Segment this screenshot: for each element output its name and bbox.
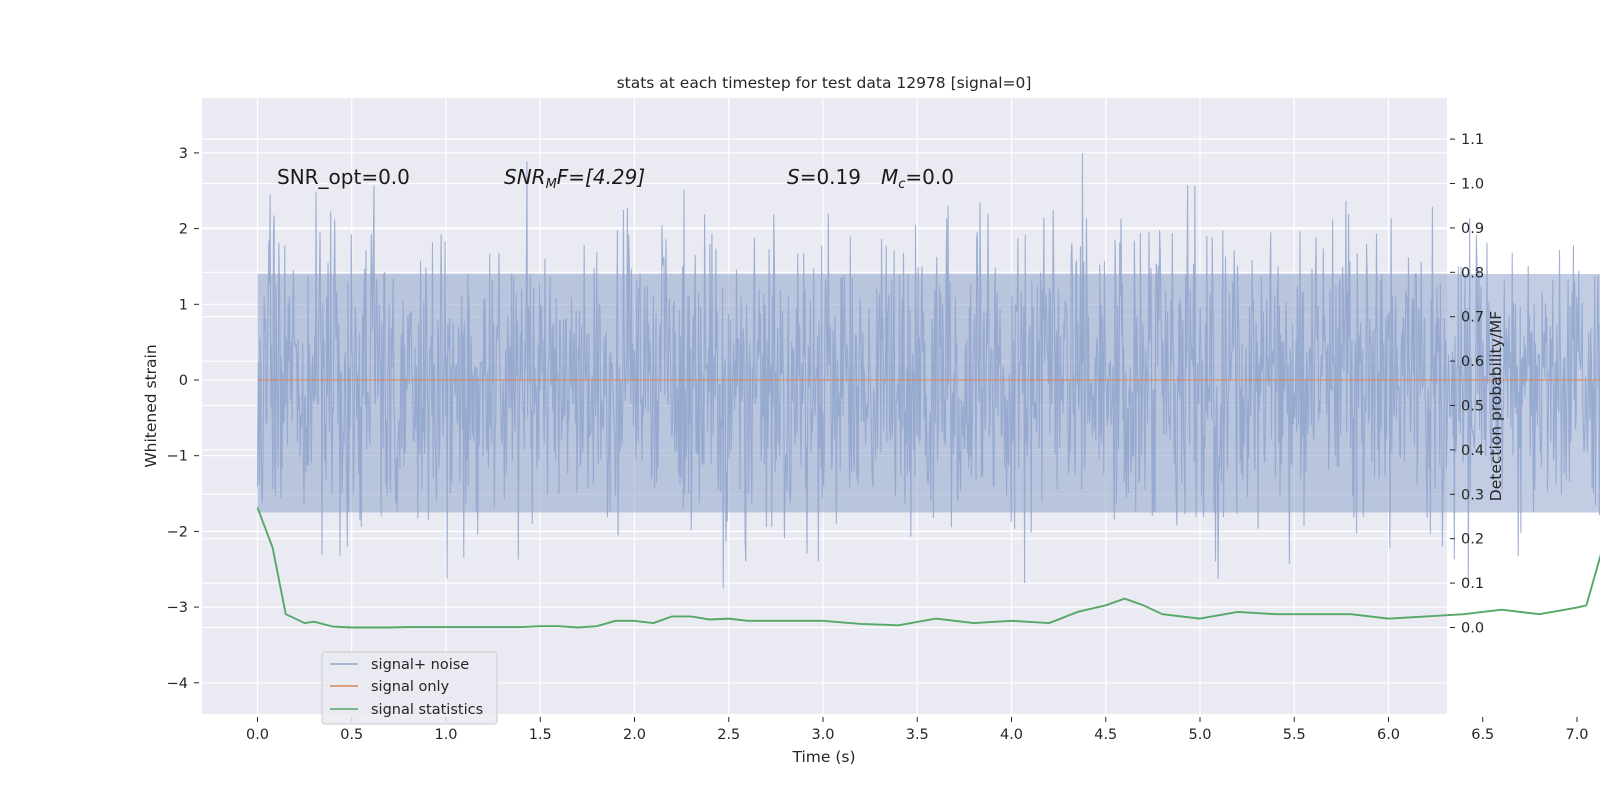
legend-label-signal-plus-noise: signal+ noise <box>371 657 469 673</box>
y-tick-label: −4 <box>167 676 188 692</box>
mc-prefix: M <box>881 165 898 189</box>
x-tick-label: 1.5 <box>529 727 552 743</box>
y-tick-label: 0 <box>179 373 188 389</box>
mc-value: =0.0 <box>905 165 954 189</box>
y-tick-label: −2 <box>167 524 188 540</box>
y2-tick-label: 0.9 <box>1461 221 1484 237</box>
y2-tick-label: 1.0 <box>1461 177 1484 193</box>
snr-mf-suffix: F=[4.29] <box>557 165 645 189</box>
x-tick-label: 6.5 <box>1471 727 1494 743</box>
y2-tick-label: 0.0 <box>1461 621 1484 637</box>
y2-tick-label: 0.2 <box>1461 532 1484 548</box>
x-tick-label: 6.0 <box>1377 727 1400 743</box>
x-tick-label: 5.5 <box>1283 727 1306 743</box>
x-tick-label: 3.0 <box>811 727 834 743</box>
annotation-snr-opt: SNR_opt=0.0 <box>277 165 410 189</box>
y2-tick-label: 0.3 <box>1461 487 1484 503</box>
x-tick-labels: 0.0 0.5 1.0 1.5 2.0 2.5 3.0 3.5 4.0 4.5 5.0 5.5 6.0 6… <box>246 717 1589 743</box>
y2-tick-label: 0.5 <box>1461 399 1484 415</box>
x-tick-label: 0.0 <box>246 727 269 743</box>
chart-title: stats at each timestep for test data 129… <box>617 74 1032 92</box>
legend-label-signal-only: signal only <box>371 679 450 695</box>
y-tick-label: 1 <box>179 297 188 313</box>
y2-tick-label: 0.8 <box>1461 265 1484 281</box>
y-tick-label: 3 <box>179 146 188 162</box>
x-tick-label: 1.0 <box>434 727 457 743</box>
series-signal-statistics <box>256 507 1600 629</box>
y2-tick-labels: 1.1 1.0 0.9 0.8 0.7 0.6 0.5 0.4 0.3 0.2 0.1 0.0 <box>1450 132 1484 637</box>
x-tick-label: 4.5 <box>1094 727 1117 743</box>
series-signal-plus-noise <box>256 152 1600 589</box>
y-tick-label: 2 <box>179 222 188 238</box>
y2-tick-label: 0.6 <box>1461 354 1484 370</box>
x-tick-label: 7.0 <box>1565 727 1588 743</box>
series-line-signal-statistics <box>256 507 1600 629</box>
legend-label-signal-statistics: signal statistics <box>371 702 483 718</box>
x-tick-label: 5.0 <box>1188 727 1211 743</box>
annotation-s: S=0.19 <box>787 165 861 189</box>
y-tick-labels: 3 2 1 0 −1 −2 −3 −4 <box>167 146 199 692</box>
y2-axis-label: Detection probability/MF <box>1487 311 1505 502</box>
snr-mf-prefix: SNR <box>504 165 546 189</box>
legend: signal+ noise signal only signal statist… <box>321 651 498 725</box>
s-prefix: S <box>787 165 800 189</box>
y-tick-label: −3 <box>167 600 188 616</box>
legend-box <box>321 651 498 725</box>
x-axis-label: Time (s) <box>791 748 855 766</box>
annotation-snr-mf: SNRMF=[4.29] <box>504 165 645 192</box>
mc-sub: c <box>898 177 905 192</box>
snr-mf-sub: M <box>546 177 557 192</box>
x-tick-label: 2.0 <box>623 727 646 743</box>
y2-tick-label: 0.1 <box>1461 576 1484 592</box>
annotations: SNR_opt=0.0 SNRMF=[4.29] S=0.19 Mc=0.0 <box>277 165 954 192</box>
y2-tick-label: 1.1 <box>1461 132 1484 148</box>
annotation-mc: Mc=0.0 <box>881 165 954 192</box>
y2-tick-label: 0.4 <box>1461 443 1484 459</box>
s-value: =0.19 <box>800 165 861 189</box>
y-axis-label: Whitened strain <box>142 344 160 467</box>
series-band-signal-plus-noise <box>257 274 1600 513</box>
x-tick-label: 3.5 <box>906 727 929 743</box>
x-tick-label: 2.5 <box>717 727 740 743</box>
y2-tick-label: 0.7 <box>1461 310 1484 326</box>
x-tick-label: 4.0 <box>1000 727 1023 743</box>
x-tick-label: 0.5 <box>340 727 363 743</box>
y-tick-label: −1 <box>167 449 188 465</box>
